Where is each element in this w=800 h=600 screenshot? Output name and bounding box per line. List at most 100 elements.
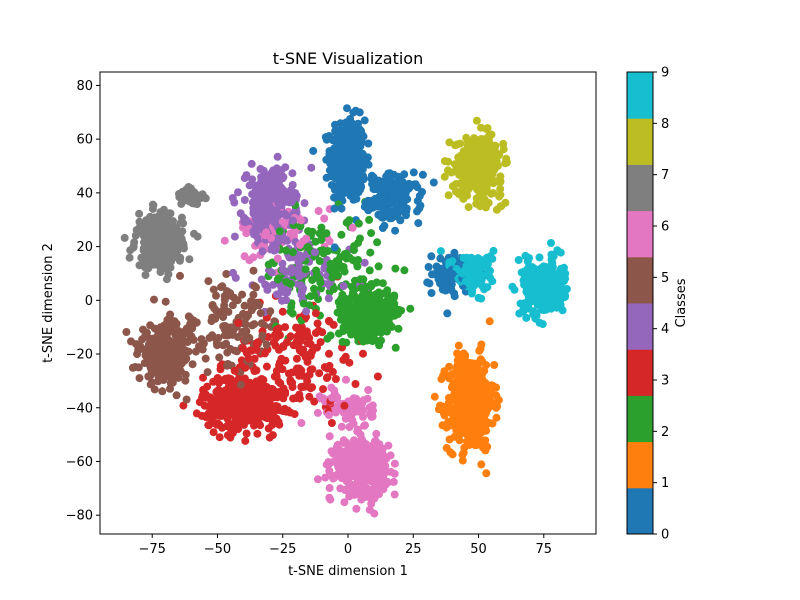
scatter-point-class-2 <box>342 311 351 320</box>
scatter-point-class-7 <box>142 240 151 249</box>
scatter-point-class-5 <box>122 328 131 336</box>
scatter-point-class-9 <box>520 299 529 308</box>
scatter-point-class-1 <box>475 346 484 355</box>
scatter-point-class-3 <box>275 324 284 333</box>
scatter-point-class-6 <box>368 412 377 421</box>
scatter-point-class-6 <box>360 463 369 472</box>
scatter-point-class-5 <box>262 340 271 349</box>
scatter-point-class-9 <box>546 290 555 299</box>
scatter-point-class-2 <box>363 311 372 320</box>
scatter-point-class-5 <box>212 291 220 300</box>
scatter-point-class-3 <box>260 349 269 358</box>
scatter-point-class-6 <box>368 401 377 410</box>
scatter-point-class-7 <box>135 209 144 218</box>
scatter-point-class-1 <box>444 418 453 426</box>
scatter-point-class-2 <box>371 328 380 337</box>
scatter-point-class-0 <box>436 254 445 263</box>
scatter-point-class-2 <box>371 319 380 328</box>
scatter-point-class-3 <box>325 349 333 358</box>
scatter-point-class-3 <box>261 412 269 421</box>
scatter-point-class-2 <box>374 294 383 303</box>
scatter-point-class-0 <box>450 292 459 301</box>
scatter-point-class-5 <box>192 318 201 327</box>
scatter-point-class-6 <box>325 484 334 492</box>
scatter-point-class-7 <box>142 217 151 226</box>
scatter-point-class-0 <box>329 162 338 171</box>
scatter-point-class-4 <box>258 200 267 209</box>
scatter-point-class-3 <box>286 332 295 341</box>
scatter-point-class-2 <box>391 264 400 273</box>
scatter-point-class-5 <box>201 354 210 363</box>
scatter-point-class-9 <box>514 256 523 264</box>
scatter-point-class-3 <box>273 393 282 402</box>
scatter-point-class-0 <box>343 127 352 136</box>
scatter-point-class-0 <box>354 173 363 182</box>
scatter-point-class-0 <box>388 193 397 202</box>
scatter-point-class-5 <box>220 296 229 304</box>
scatter-point-class-2 <box>310 284 318 293</box>
scatter-point-class-1 <box>454 341 463 350</box>
scatter-point-class-5 <box>249 290 258 299</box>
scatter-point-class-5 <box>203 368 212 377</box>
scatter-point-class-3 <box>303 377 312 386</box>
scatter-point-class-8 <box>482 148 491 157</box>
scatter-point-class-3 <box>303 357 312 366</box>
scatter-point-class-9 <box>547 261 556 270</box>
scatter-point-class-1 <box>489 381 497 390</box>
scatter-point-class-3 <box>295 371 304 380</box>
scatter-point-class-4 <box>230 232 239 241</box>
scatter-point-class-2 <box>369 303 377 312</box>
x-tick-label: −50 <box>204 542 231 557</box>
x-tick-label: 50 <box>470 542 487 557</box>
scatter-point-class-5 <box>199 339 208 348</box>
scatter-point-class-1 <box>450 378 459 387</box>
scatter-point-class-4 <box>291 189 300 198</box>
scatter-point-class-5 <box>161 297 170 306</box>
scatter-point-class-2 <box>351 306 360 315</box>
scatter-point-class-2 <box>319 246 327 255</box>
scatter-point-class-9 <box>537 299 545 307</box>
scatter-point-class-5 <box>241 320 250 329</box>
scatter-point-class-4 <box>270 218 279 227</box>
scatter-point-class-6 <box>330 386 339 395</box>
scatter-point-class-3 <box>234 319 243 327</box>
scatter-point-class-0 <box>339 170 348 179</box>
scatter-point-class-4 <box>240 196 249 204</box>
scatter-point-class-0 <box>369 173 378 182</box>
scatter-point-class-2 <box>373 337 382 346</box>
scatter-point-class-6 <box>341 414 350 423</box>
scatter-point-class-0 <box>355 128 364 137</box>
scatter-point-class-8 <box>496 172 505 181</box>
scatter-point-class-3 <box>252 366 261 375</box>
scatter-point-class-3 <box>231 412 240 421</box>
scatter-point-class-0 <box>413 207 421 216</box>
scatter-point-class-9 <box>436 247 445 256</box>
scatter-point-class-8 <box>497 202 506 211</box>
scatter-point-class-7 <box>190 190 198 199</box>
scatter-point-class-0 <box>384 184 393 193</box>
scatter-point-class-5 <box>170 357 179 366</box>
scatter-point-class-3 <box>223 422 232 431</box>
scatter-point-class-8 <box>496 185 505 193</box>
scatter-point-class-8 <box>465 173 473 182</box>
scatter-point-class-5 <box>257 319 266 328</box>
scatter-point-class-3 <box>359 349 367 358</box>
scatter-point-class-6 <box>313 475 322 484</box>
scatter-point-class-5 <box>188 324 197 333</box>
scatter-point-class-1 <box>477 340 486 349</box>
scatter-point-class-1 <box>459 357 468 366</box>
scatter-point-class-8 <box>479 166 488 175</box>
scatter-point-class-5 <box>166 384 174 393</box>
scatter-point-class-1 <box>481 392 490 401</box>
chart-title: t-SNE Visualization <box>273 49 423 68</box>
scatter-point-class-8 <box>445 138 454 147</box>
scatter-point-class-3 <box>288 378 297 387</box>
scatter-point-class-0 <box>342 137 351 146</box>
scatter-point-class-3 <box>331 375 340 383</box>
scatter-point-class-6 <box>377 466 386 475</box>
scatter-point-class-6 <box>367 499 376 508</box>
scatter-point-class-9 <box>468 258 477 267</box>
scatter-point-class-6 <box>363 394 372 403</box>
scatter-point-class-0 <box>401 188 410 197</box>
scatter-point-class-9 <box>535 253 544 262</box>
